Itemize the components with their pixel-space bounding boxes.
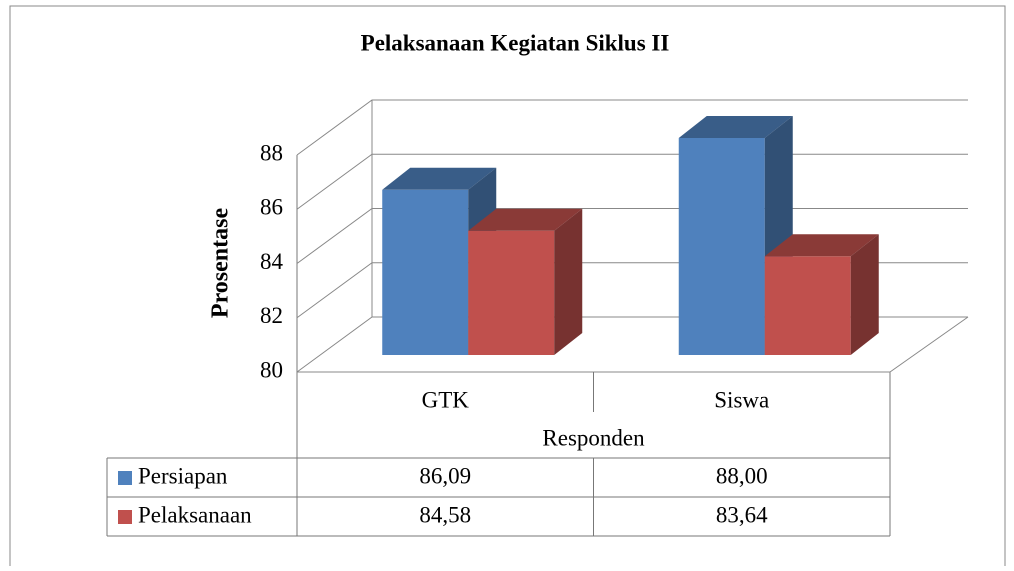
y-tick-label: 88	[260, 140, 283, 165]
bar-top	[764, 234, 879, 257]
x-axis-label: Responden	[542, 425, 645, 450]
legend-swatch	[118, 471, 132, 485]
y-tick-label: 86	[260, 195, 283, 220]
legend-swatch	[118, 510, 132, 524]
table-value: 84,58	[419, 502, 471, 527]
bar	[678, 138, 765, 355]
y-axis-label: Prosentase	[208, 208, 234, 319]
grid-line	[296, 99, 968, 156]
bar-top	[468, 208, 583, 231]
bar-side	[554, 208, 583, 355]
table-value: 86,09	[419, 463, 471, 488]
bar	[764, 256, 851, 355]
x-tick-label: GTK	[422, 387, 470, 412]
x-tick-label: Siswa	[714, 387, 769, 412]
y-tick-label: 80	[260, 357, 283, 382]
legend-label: Pelaksanaan	[138, 502, 252, 527]
table-value: 83,64	[716, 502, 768, 527]
chart-title: Pelaksanaan Kegiatan Siklus II	[361, 30, 670, 55]
legend-label: Persiapan	[138, 463, 228, 488]
chart-frame	[9, 5, 1006, 566]
y-tick-label: 84	[260, 249, 284, 274]
bar-top	[678, 116, 793, 138]
floor-edge	[889, 316, 969, 373]
table-value: 88,00	[716, 463, 768, 488]
bar	[468, 230, 555, 355]
bar	[382, 189, 469, 355]
bar-side	[850, 234, 879, 355]
bar-top	[382, 167, 497, 190]
y-tick-label: 82	[260, 303, 283, 328]
